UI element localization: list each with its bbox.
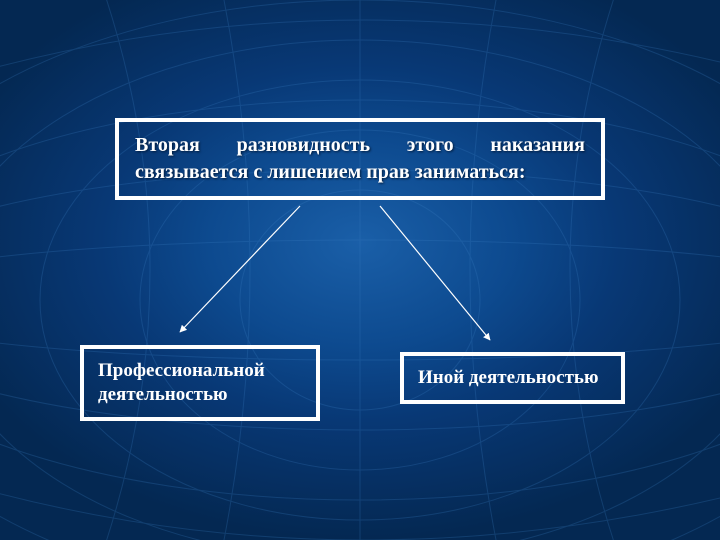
- left-box: Профессиональной деятельностью: [80, 345, 320, 421]
- title-line2: связывается с лишением прав заниматься:: [135, 159, 585, 186]
- right-box: Иной деятельностью: [400, 352, 625, 404]
- left-line2: деятельностью: [98, 383, 302, 407]
- title-word: разновидность: [237, 132, 370, 159]
- globe-grid: [0, 0, 720, 540]
- title-word: этого: [407, 132, 454, 159]
- title-word: наказания: [490, 132, 585, 159]
- right-line1: Иной деятельностью: [418, 366, 607, 390]
- title-box: Вторая разновидность этого наказания свя…: [115, 118, 605, 200]
- title-word: Вторая: [135, 132, 200, 159]
- left-line1: Профессиональной: [98, 359, 302, 383]
- title-line1: Вторая разновидность этого наказания: [135, 132, 585, 159]
- slide: Вторая разновидность этого наказания свя…: [0, 0, 720, 540]
